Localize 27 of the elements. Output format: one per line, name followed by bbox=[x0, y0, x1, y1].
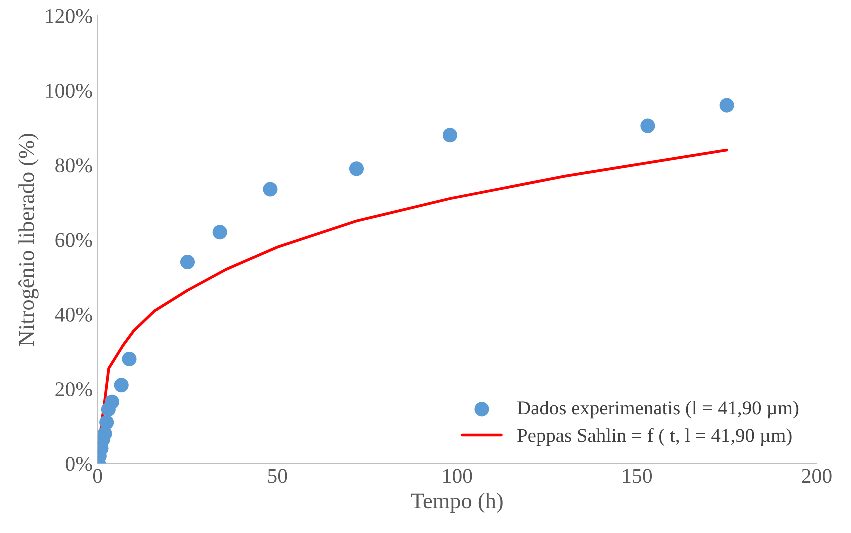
x-tick-label: 50 bbox=[268, 469, 288, 484]
point bbox=[100, 415, 114, 430]
y-tick-label: 20% bbox=[56, 382, 92, 397]
x-tick-label: 0 bbox=[93, 469, 102, 484]
point bbox=[104, 394, 120, 410]
y-tick-label: 100% bbox=[46, 84, 92, 98]
x-axis-title: Tempo (h) bbox=[411, 493, 503, 514]
point bbox=[180, 254, 196, 270]
point bbox=[114, 378, 129, 393]
point bbox=[442, 128, 458, 143]
point bbox=[640, 118, 656, 134]
y-tick-label: 60% bbox=[56, 233, 92, 248]
point bbox=[349, 162, 364, 176]
point bbox=[720, 98, 734, 113]
x-tick-label: 100 bbox=[444, 469, 472, 484]
y-tick-label: 120% bbox=[46, 9, 92, 24]
x-tick-label: 200 bbox=[802, 469, 832, 484]
y-tick-label: 80% bbox=[56, 158, 92, 173]
legend-label: Dados experimenatis (l = 41,90 µm) bbox=[518, 401, 799, 419]
y-tick-label: 40% bbox=[55, 308, 92, 322]
x-tick-label: 150 bbox=[623, 469, 652, 484]
point bbox=[122, 352, 137, 367]
legend-label: Peppas Sahlin = f ( t, l = 41,90 µm) bbox=[518, 428, 792, 446]
y-axis-title: Nitrogênio liberado (%) bbox=[18, 134, 39, 346]
point bbox=[212, 225, 228, 240]
y-tick-label: 0% bbox=[66, 457, 92, 472]
point bbox=[263, 182, 278, 197]
